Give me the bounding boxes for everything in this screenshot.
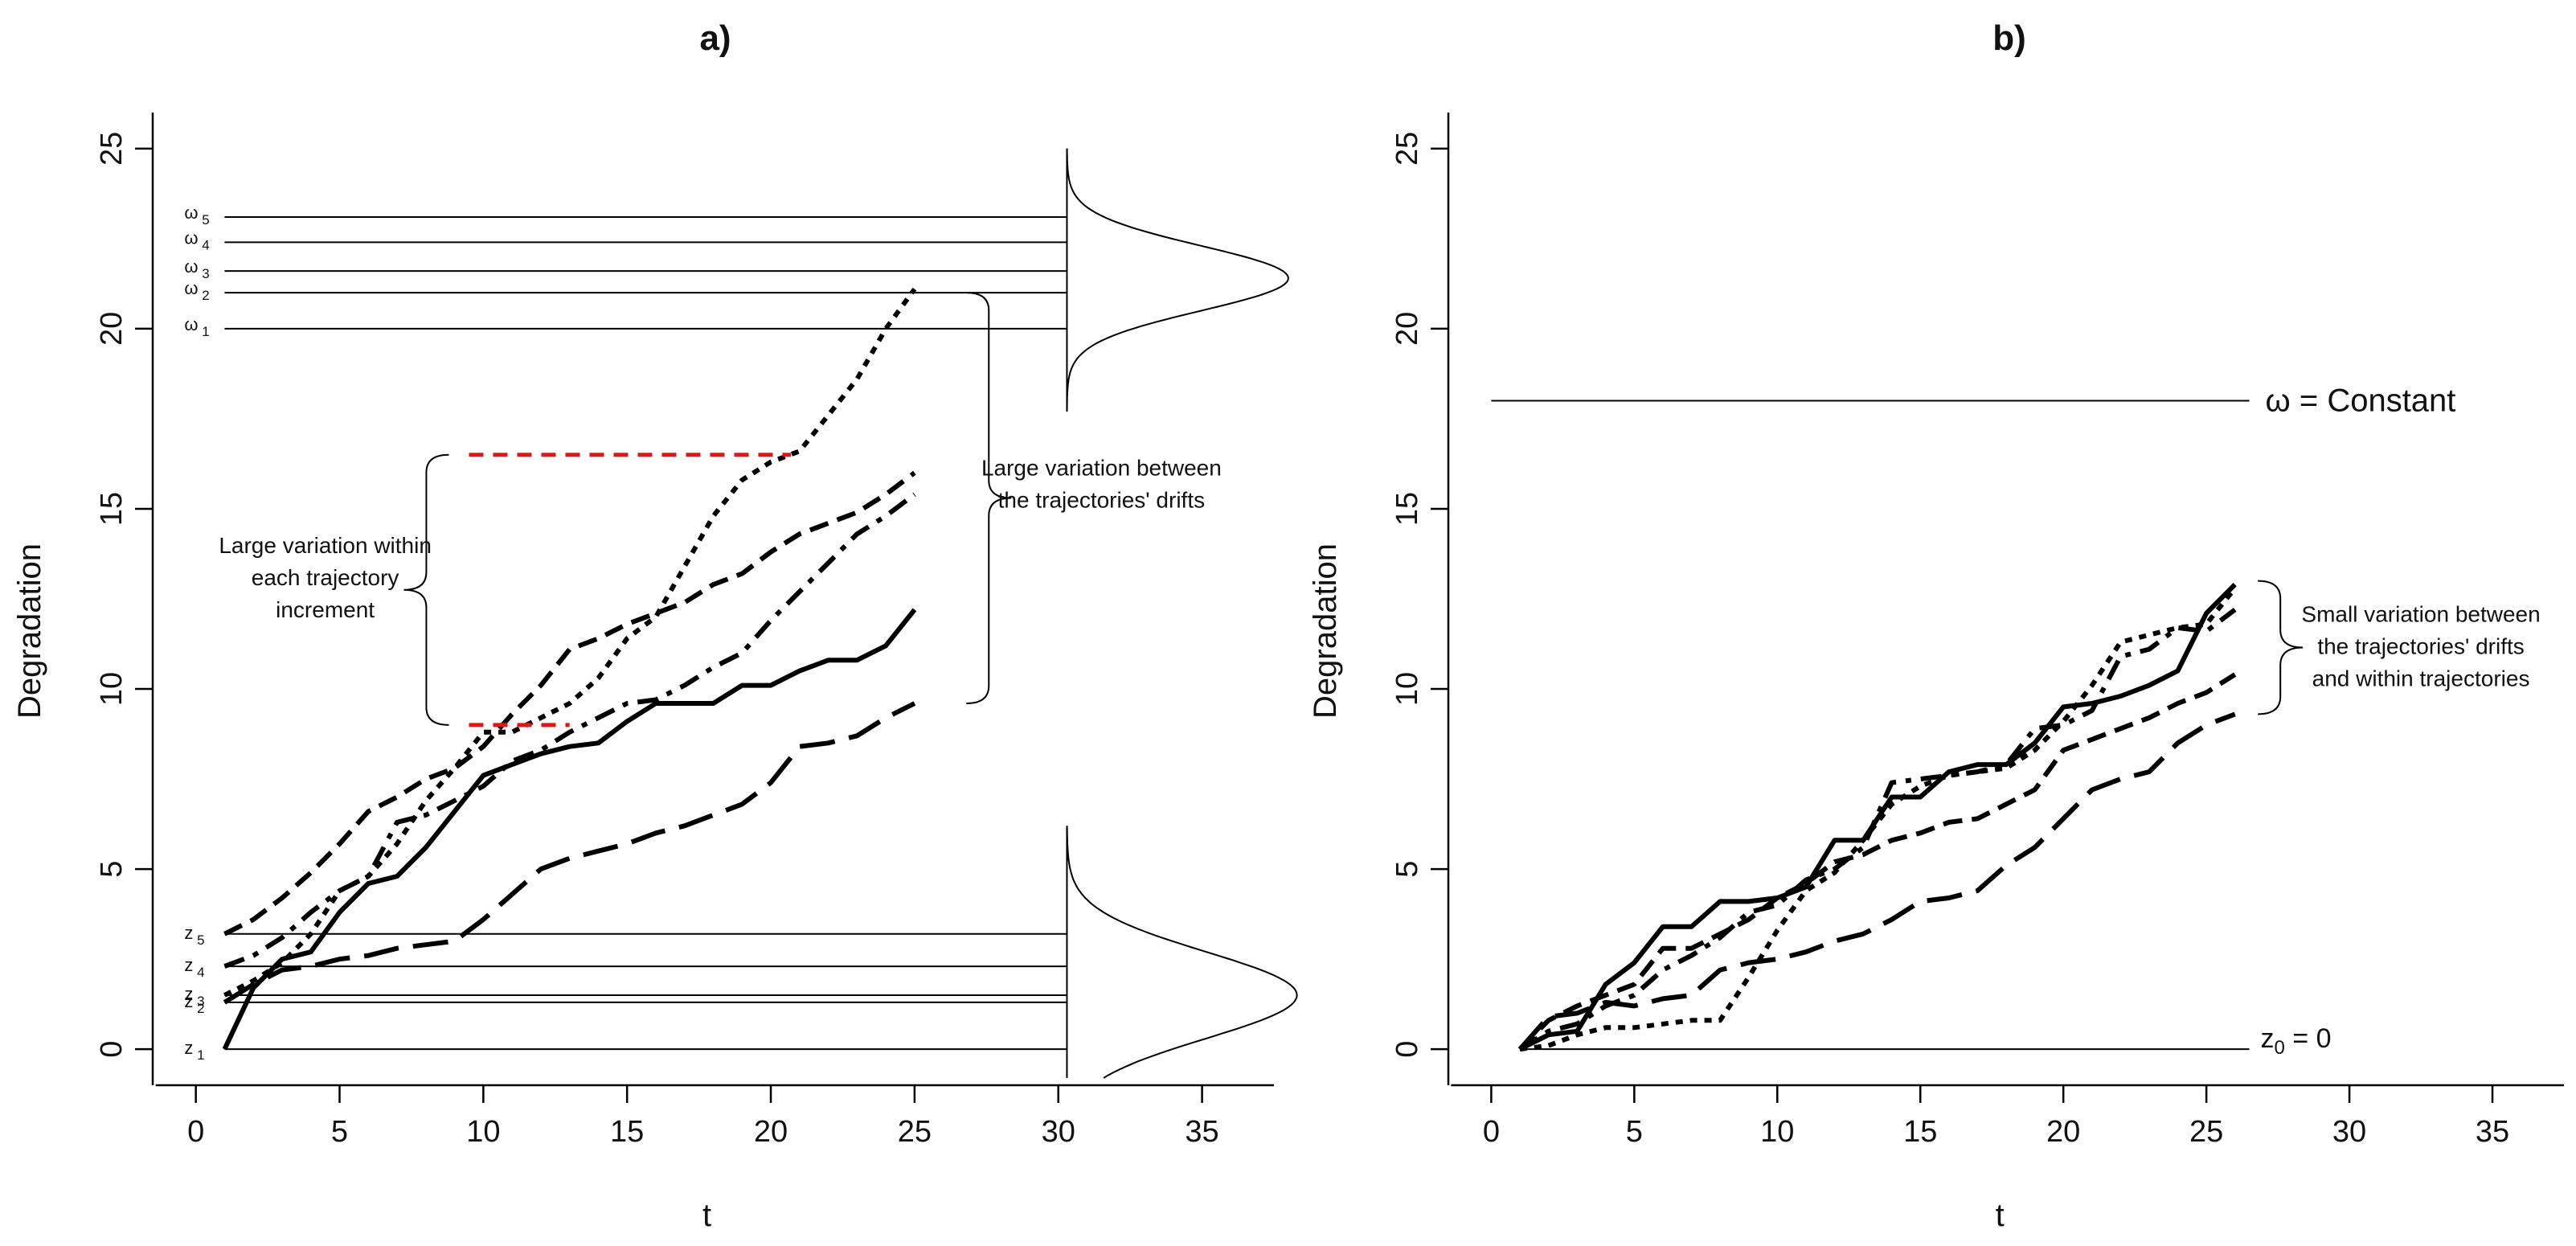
threshold-label-sub: 4 (199, 237, 210, 252)
trajectory-short-dash (223, 287, 917, 998)
initial-level-label-sub: 3 (193, 994, 204, 1009)
y-tick-label: 0 (95, 1041, 129, 1058)
annotation-between-line: Large variation between (981, 456, 1222, 481)
x-tick-label: 25 (2189, 1115, 2223, 1149)
initial-level-label: z 1 (184, 1038, 204, 1063)
annotation-within-line: Large variation within (219, 533, 432, 558)
trajectory-medium-dash (223, 470, 916, 937)
panel-b: 0 5 10 15 20 25 30 35 0 5 10 15 20 25 t Degradation b) ω … (1308, 18, 2564, 1233)
x-tick-label: 15 (1903, 1115, 1937, 1149)
trajectory-long-dash (223, 701, 916, 1005)
x-tick-label: 20 (2046, 1115, 2080, 1149)
trajectory-medium-dash (1517, 672, 2237, 1051)
trajectory-dash-dot (1518, 608, 2237, 1051)
threshold-label-sub: 2 (199, 288, 210, 303)
threshold-label: ω 4 (184, 227, 209, 252)
initial-level-density-curve (1066, 826, 1298, 1079)
x-tick-label: 30 (2332, 1115, 2366, 1149)
annotation-small-line: and within trajectories (2312, 666, 2530, 691)
x-tick-label: 0 (187, 1115, 204, 1149)
x-tick-label: 20 (754, 1115, 788, 1149)
y-tick-label: 5 (95, 861, 129, 878)
y-tick-label: 25 (95, 132, 129, 166)
panel-title: a) (699, 18, 731, 58)
x-axis-title: t (1996, 1198, 2005, 1233)
trajectory-short-dash (1519, 586, 2238, 1052)
y-axis-title: Degradation (12, 543, 47, 719)
threshold-label-sub: 3 (199, 266, 210, 281)
initial-level-label-sub: 1 (193, 1047, 204, 1063)
annotation-within-line: each trajectory (252, 565, 399, 590)
x-tick-label: 35 (2476, 1115, 2509, 1149)
x-tick-label: 10 (466, 1115, 500, 1149)
threshold-label: ω = Constant (2266, 383, 2456, 419)
x-tick-label: 5 (1626, 1115, 1643, 1149)
y-tick-label: 20 (95, 312, 129, 346)
initial-level-label: z 5 (184, 923, 204, 948)
annotation-small-line: the trajectories' drifts (2317, 633, 2524, 658)
initial-level-label-sub: 2 (193, 1001, 204, 1016)
x-tick-label: 35 (1185, 1115, 1218, 1149)
baseline-label: z0 = 0 (2261, 1023, 2332, 1059)
x-tick-label: 5 (331, 1115, 348, 1149)
y-tick-label: 5 (1390, 861, 1424, 878)
trajectory-solid (222, 608, 917, 1051)
threshold-label: ω 2 (184, 278, 209, 303)
threshold-density-curve (1066, 148, 1289, 412)
x-tick-label: 0 (1483, 1115, 1500, 1149)
small-brace (2258, 580, 2304, 715)
x-tick-label: 30 (1042, 1115, 1075, 1149)
trajectory-solid (1518, 582, 2237, 1051)
y-tick-label: 10 (1390, 672, 1424, 706)
x-tick-label: 25 (898, 1115, 932, 1149)
x-axis-title: t (702, 1198, 711, 1233)
panel-a: 0 5 10 15 20 25 30 350510152025tDegradationa)ω … (12, 18, 1298, 1233)
y-tick-label: 25 (1390, 132, 1424, 166)
annotation-between-line: the trajectories' drifts (998, 488, 1205, 513)
x-tick-label: 15 (610, 1115, 644, 1149)
trajectory-long-dash (1517, 711, 2236, 1051)
initial-level-label: z 4 (184, 955, 204, 980)
threshold-label-sub: 1 (199, 324, 210, 339)
trajectory-dash-dot (223, 492, 916, 969)
y-tick-label: 0 (1390, 1041, 1424, 1058)
initial-level-label-sub: 5 (193, 932, 204, 948)
y-axis-title: Degradation (1308, 543, 1343, 719)
panel-title: b) (1992, 18, 2026, 58)
y-tick-label: 10 (95, 672, 129, 706)
baseline-label-rest: = 0 (2285, 1023, 2332, 1054)
within-brace (403, 453, 449, 726)
y-tick-label: 15 (1390, 492, 1424, 526)
initial-level-label-sub: 4 (193, 965, 204, 980)
y-tick-label: 15 (95, 492, 129, 526)
annotation-within-line: increment (276, 597, 375, 622)
x-tick-label: 10 (1760, 1115, 1794, 1149)
threshold-label: ω 1 (184, 314, 209, 339)
threshold-label: ω 5 (184, 203, 209, 227)
y-tick-label: 20 (1390, 312, 1424, 346)
threshold-label-sub: 5 (199, 212, 210, 227)
baseline-label-sub: 0 (2275, 1037, 2285, 1059)
annotation-small-line: Small variation between (2301, 601, 2540, 626)
